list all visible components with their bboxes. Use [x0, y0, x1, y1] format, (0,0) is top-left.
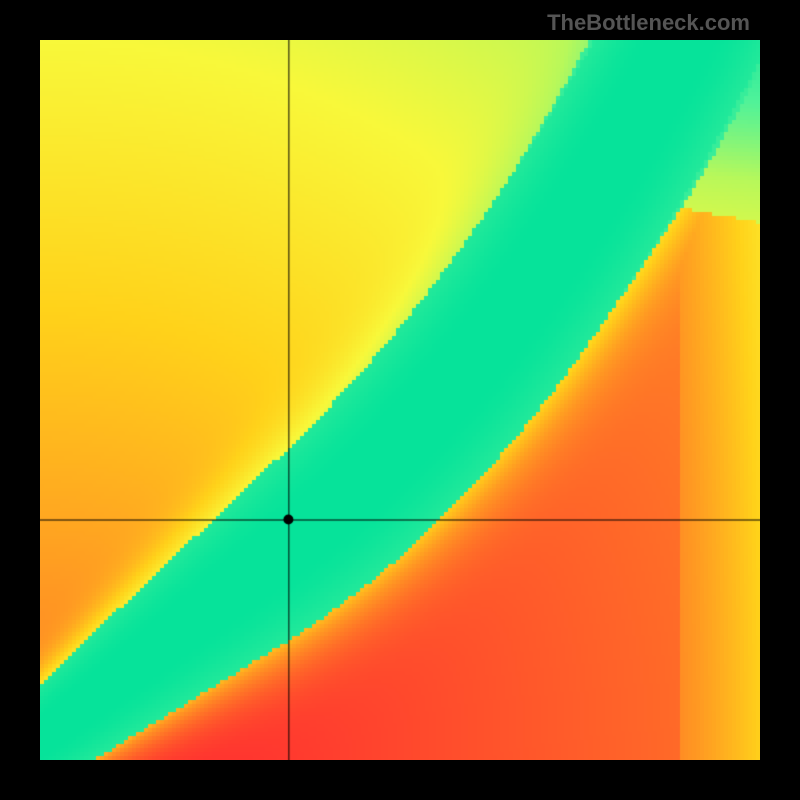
chart-container: TheBottleneck.com [0, 0, 800, 800]
watermark-text: TheBottleneck.com [547, 10, 750, 36]
heatmap-canvas [40, 40, 760, 760]
plot-area [40, 40, 760, 760]
